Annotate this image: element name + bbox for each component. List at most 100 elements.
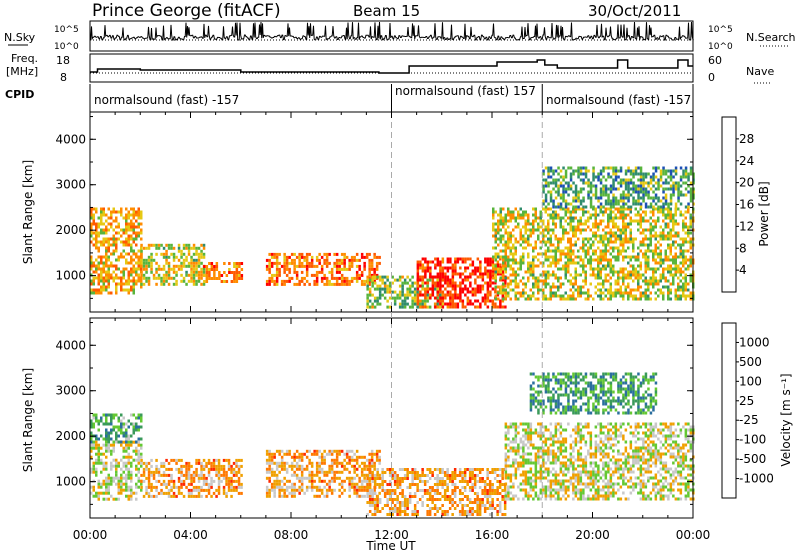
heatmap-cell <box>320 279 324 283</box>
heatmap-cell <box>105 264 108 268</box>
heatmap-cell <box>494 264 497 268</box>
heatmap-cell <box>584 297 587 301</box>
heatmap-cell <box>679 193 683 197</box>
heatmap-cell <box>559 222 562 226</box>
heatmap-cell <box>182 276 186 280</box>
heatmap-cell <box>135 231 138 235</box>
heatmap-cell <box>293 452 296 456</box>
heatmap-cell <box>110 276 113 280</box>
heatmap-cell <box>659 199 663 203</box>
heatmap-cell <box>544 282 547 286</box>
heatmap-cell <box>147 482 151 486</box>
heatmap-cell <box>419 299 422 303</box>
heatmap-cell <box>542 240 545 244</box>
heatmap-cell <box>140 252 143 256</box>
heatmap-cell <box>318 488 321 492</box>
heatmap-cell <box>160 267 163 271</box>
heatmap-cell <box>479 266 482 270</box>
heatmap-cell <box>308 473 311 477</box>
heatmap-cell <box>378 501 382 504</box>
heatmap-cell <box>539 210 542 214</box>
heatmap-cell <box>622 193 625 197</box>
heatmap-cell <box>612 255 615 259</box>
heatmap-cell <box>233 277 236 280</box>
heatmap-cell <box>90 455 93 459</box>
heatmap-cell <box>396 278 399 282</box>
heatmap-cell <box>147 470 151 474</box>
heatmap-cell <box>589 213 592 217</box>
heatmap-cell <box>614 240 617 244</box>
heatmap-cell <box>268 267 271 271</box>
heatmap-cell <box>434 263 437 267</box>
heatmap-cell <box>383 480 387 483</box>
heatmap-cell <box>637 282 640 286</box>
heatmap-cell <box>235 268 239 271</box>
heatmap-cell <box>207 467 211 471</box>
heatmap-cell <box>547 231 550 235</box>
heatmap-cell <box>187 273 191 277</box>
heatmap-cell <box>549 181 553 185</box>
heatmap-cell <box>512 261 515 265</box>
heatmap-cell <box>376 477 379 480</box>
heatmap-cell <box>363 267 366 271</box>
heatmap-cell <box>187 473 191 477</box>
heatmap-cell <box>624 273 627 277</box>
heatmap-cell <box>132 228 135 232</box>
heatmap-cell <box>360 467 364 471</box>
heatmap-cell <box>278 461 281 465</box>
heatmap-cell <box>363 473 366 477</box>
heatmap-cell <box>107 413 110 417</box>
heatmap-cell <box>165 273 168 277</box>
heatmap-cell <box>569 297 572 301</box>
heatmap-cell <box>115 282 118 286</box>
heatmap-cell <box>423 480 427 483</box>
heatmap-cell <box>320 264 324 268</box>
heatmap-cell <box>105 225 108 229</box>
heatmap-cell <box>562 282 565 286</box>
heatmap-cell <box>438 293 442 297</box>
heatmap-cell <box>381 468 384 471</box>
heatmap-cell <box>368 276 371 280</box>
heatmap-cell <box>368 305 372 309</box>
heatmap-cell <box>682 172 685 176</box>
heatmap-cell <box>355 449 359 453</box>
heatmap-cell <box>187 252 191 256</box>
heatmap-cell <box>669 246 672 250</box>
heatmap-cell <box>634 276 637 280</box>
heatmap-cell <box>393 507 397 510</box>
heatmap-cell <box>350 476 354 480</box>
heatmap-cell <box>237 479 241 483</box>
heatmap-cell <box>130 237 133 241</box>
heatmap-cell <box>411 474 414 477</box>
heatmap-cell <box>122 449 125 453</box>
heatmap-cell <box>423 302 427 306</box>
heatmap-cell <box>182 479 186 483</box>
heatmap-cell <box>439 272 442 276</box>
heatmap-cell <box>323 494 326 498</box>
heatmap-cell <box>105 219 108 223</box>
heatmap-cell <box>679 273 682 277</box>
heatmap-cell <box>499 255 502 259</box>
heatmap-cell <box>614 199 618 203</box>
heatmap-cell <box>492 222 495 226</box>
heatmap-cell <box>592 193 595 197</box>
heatmap-cell <box>567 297 570 301</box>
heatmap-cell <box>275 270 279 274</box>
heatmap-cell <box>373 255 376 259</box>
heatmap-cell <box>587 294 590 298</box>
heatmap-cell <box>577 285 580 289</box>
heatmap-cell <box>504 270 507 274</box>
heatmap-cell <box>426 513 429 516</box>
heatmap-cell <box>323 458 326 462</box>
heatmap-cell <box>642 237 645 241</box>
heatmap-cell <box>602 255 605 259</box>
nsky-tick-bottom: 10^0 <box>54 42 79 52</box>
heatmap-cell <box>273 279 276 283</box>
heatmap-cell <box>664 181 668 185</box>
heatmap-cell <box>280 464 284 468</box>
heatmap-cell <box>622 237 625 241</box>
heatmap-cell <box>644 172 648 176</box>
heatmap-cell <box>368 492 372 495</box>
heatmap-cell <box>170 494 173 498</box>
heatmap-cell <box>592 249 595 253</box>
